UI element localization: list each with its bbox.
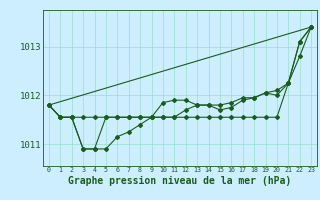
X-axis label: Graphe pression niveau de la mer (hPa): Graphe pression niveau de la mer (hPa)	[68, 176, 292, 186]
